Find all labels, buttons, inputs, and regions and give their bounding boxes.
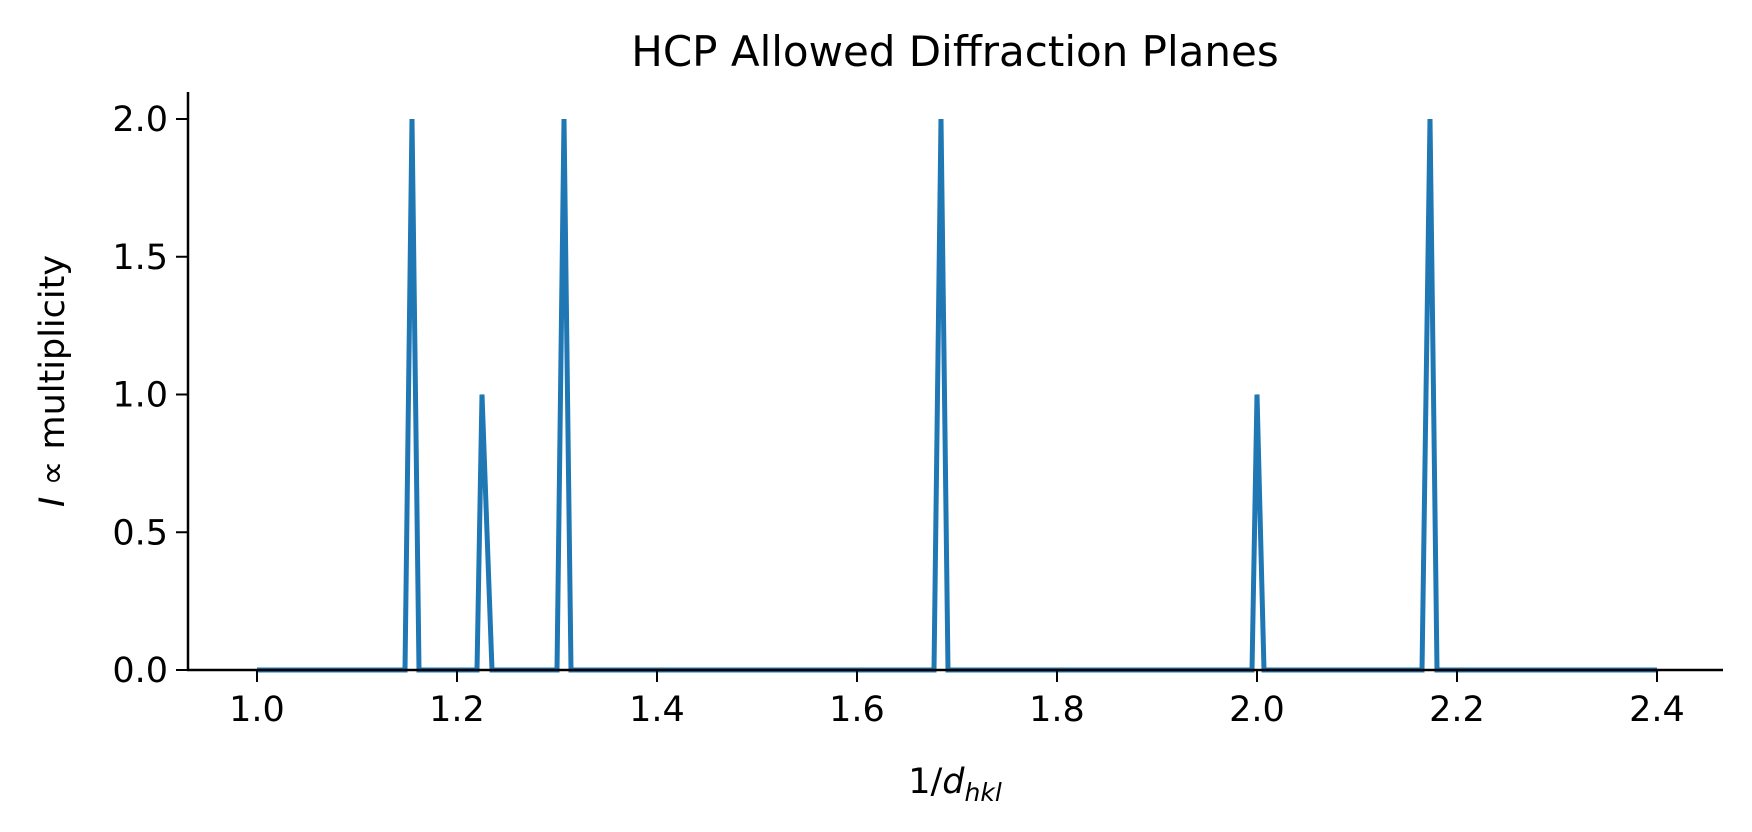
chart-title: HCP Allowed Diffraction Planes <box>631 27 1278 76</box>
x-axis-label-var: d <box>942 762 965 802</box>
x-tick-label: 2.4 <box>1629 690 1685 730</box>
series-line <box>257 118 1657 673</box>
y-axis-ticks: 0.0 0.5 1.0 1.5 2.0 <box>112 100 188 691</box>
y-tick-label: 0.0 <box>112 651 168 691</box>
y-tick-label: 0.5 <box>112 513 168 553</box>
x-axis-label: 1/dhkl <box>908 762 1002 807</box>
x-axis-ticks: 1.0 1.2 1.4 1.6 1.8 2.0 2.2 2.4 <box>229 670 1685 730</box>
x-tick-label: 2.0 <box>1229 690 1285 730</box>
y-axis-label-var: I <box>33 497 73 507</box>
x-tick-label: 1.6 <box>829 690 885 730</box>
x-tick-label: 1.4 <box>629 690 685 730</box>
x-tick-label: 1.2 <box>429 690 485 730</box>
y-axis-label-rest: ∝ multiplicity <box>33 255 73 497</box>
x-axis-label-sub: hkl <box>965 778 1002 807</box>
x-tick-label: 1.8 <box>1029 690 1085 730</box>
plot-area <box>257 118 1657 673</box>
y-tick-label: 2.0 <box>112 100 168 140</box>
x-tick-label: 1.0 <box>229 690 285 730</box>
y-tick-label: 1.0 <box>112 376 168 416</box>
x-tick-label: 2.2 <box>1429 690 1485 730</box>
y-axis-label: I ∝ multiplicity <box>33 255 73 507</box>
y-tick-label: 1.5 <box>112 238 168 278</box>
x-axis-label-main: 1/ <box>908 762 942 802</box>
